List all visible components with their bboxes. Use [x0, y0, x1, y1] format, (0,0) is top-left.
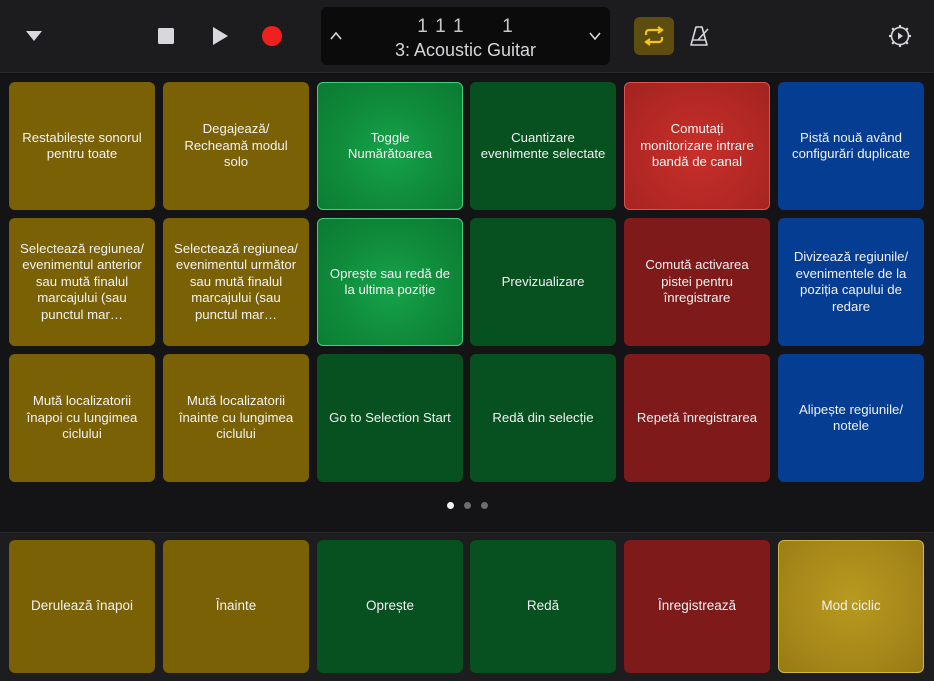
pad-label: Derulează înapoi: [30, 598, 134, 614]
pad-split-at-playhead[interactable]: Divizează regiunile/ evenimentele de la …: [778, 218, 924, 346]
pad-label: Cuantizare evenimente selectate: [480, 129, 606, 162]
gear-icon: [889, 25, 911, 47]
chevron-down-icon: [589, 32, 601, 40]
pad-quantize-selected[interactable]: Cuantizare evenimente selectate: [470, 82, 616, 210]
pad-label: Restabilește sonorul pentru toate: [22, 129, 142, 162]
pad-select-previous[interactable]: Selectează regiunea/ evenimentul anterio…: [9, 218, 155, 346]
play-button[interactable]: [206, 22, 234, 50]
page-dot[interactable]: [446, 502, 454, 509]
pad-unmute-all[interactable]: Restabilește sonorul pentru toate: [9, 82, 155, 210]
pad-label: Pistă nouă având configurări duplicate: [791, 129, 911, 162]
stop-button[interactable]: [152, 22, 180, 50]
stop-icon: [158, 28, 174, 44]
transport-row: Derulează înapoi Înainte Oprește Redă În…: [0, 532, 934, 681]
pad-label: Alipește regiunile/ notele: [798, 401, 904, 434]
chevron-up-icon: [330, 32, 342, 40]
key-command-grid: Restabilește sonorul pentru toate Degaje…: [0, 74, 934, 532]
pad-label: Redă: [526, 598, 560, 614]
metronome-icon: [690, 26, 709, 46]
pad-go-to-selection-start[interactable]: Go to Selection Start: [317, 354, 463, 482]
next-track-button[interactable]: [586, 27, 604, 45]
pad-label: Comutați monitorizare intrare bandă de c…: [640, 121, 754, 170]
pad-play-from-selection[interactable]: Redă din selecție: [470, 354, 616, 482]
page-indicator[interactable]: [0, 502, 934, 509]
pad-stop-or-play-last[interactable]: Oprește sau redă de la ultima poziție: [317, 218, 463, 346]
pad-label: Degajează/ Recheamă modul solo: [184, 121, 288, 170]
settings-button[interactable]: [884, 20, 916, 52]
pad-move-locators-forward[interactable]: Mută localizatorii înainte cu lungimea c…: [163, 354, 309, 482]
pad-label: Înainte: [215, 598, 257, 614]
page-dot[interactable]: [480, 502, 488, 509]
previous-track-button[interactable]: [327, 27, 345, 45]
chevron-down-icon: [26, 31, 42, 41]
pad-label: Toggle Numărătoarea: [347, 129, 433, 162]
cycle-icon: [644, 26, 664, 46]
pad-new-track-duplicate[interactable]: Pistă nouă având configurări duplicate: [778, 82, 924, 210]
pad-label: Oprește: [365, 598, 415, 614]
cycle-mode-pad[interactable]: Mod ciclic: [778, 540, 924, 673]
pad-join-regions[interactable]: Alipește regiunile/ notele: [778, 354, 924, 482]
metronome-button[interactable]: [683, 20, 715, 52]
track-name: 3: Acoustic Guitar: [394, 40, 537, 60]
pad-label: Comută activarea pistei pentru înregistr…: [645, 257, 749, 306]
pad-toggle-record-enable[interactable]: Comută activarea pistei pentru înregistr…: [624, 218, 770, 346]
record-button[interactable]: [258, 22, 286, 50]
pad-toggle-count-in[interactable]: Toggle Numărătoarea: [317, 82, 463, 210]
rewind-pad[interactable]: Derulează înapoi: [9, 540, 155, 673]
pad-label: Înregistrează: [657, 598, 737, 614]
pad-label: Go to Selection Start: [329, 409, 451, 425]
pad-select-next[interactable]: Selectează regiunea/ evenimentul următor…: [163, 218, 309, 346]
pad-label: Mută localizatorii înainte cu lungimea c…: [178, 393, 294, 442]
page-dot[interactable]: [463, 502, 471, 509]
pad-repeat-recording[interactable]: Repetă înregistrarea: [624, 354, 770, 482]
record-pad[interactable]: Înregistrează: [624, 540, 770, 673]
pad-label: Mută localizatorii înapoi cu lungimea ci…: [26, 393, 138, 442]
pad-toggle-solo[interactable]: Degajează/ Recheamă modul solo: [163, 82, 309, 210]
forward-pad[interactable]: Înainte: [163, 540, 309, 673]
record-icon: [262, 26, 282, 46]
pad-move-locators-back[interactable]: Mută localizatorii înapoi cu lungimea ci…: [9, 354, 155, 482]
pad-label: Oprește sau redă de la ultima poziție: [329, 265, 451, 298]
playhead-position: 1 1 1 1: [417, 16, 514, 37]
pad-label: Mod ciclic: [821, 598, 881, 614]
stop-pad[interactable]: Oprește: [317, 540, 463, 673]
pad-preview[interactable]: Previzualizare: [470, 218, 616, 346]
pad-label: Divizează regiunile/ evenimentele de la …: [793, 249, 909, 314]
control-bar: 1 1 1 1 3: Acoustic Guitar: [0, 0, 934, 73]
play-pad[interactable]: Redă: [470, 540, 616, 673]
pad-label: Repetă înregistrarea: [636, 409, 758, 425]
pad-label: Previzualizare: [501, 273, 585, 289]
pad-label: Selectează regiunea/ evenimentul următor…: [174, 240, 298, 322]
lcd-display[interactable]: 1 1 1 1 3: Acoustic Guitar: [321, 7, 610, 65]
view-menu-button[interactable]: [20, 22, 48, 50]
pad-toggle-input-monitoring[interactable]: Comutați monitorizare intrare bandă de c…: [624, 82, 770, 210]
pad-label: Selectează regiunea/ evenimentul anterio…: [20, 240, 144, 322]
pad-label: Redă din selecție: [492, 409, 594, 425]
play-icon: [213, 27, 228, 45]
cycle-button[interactable]: [634, 17, 674, 55]
